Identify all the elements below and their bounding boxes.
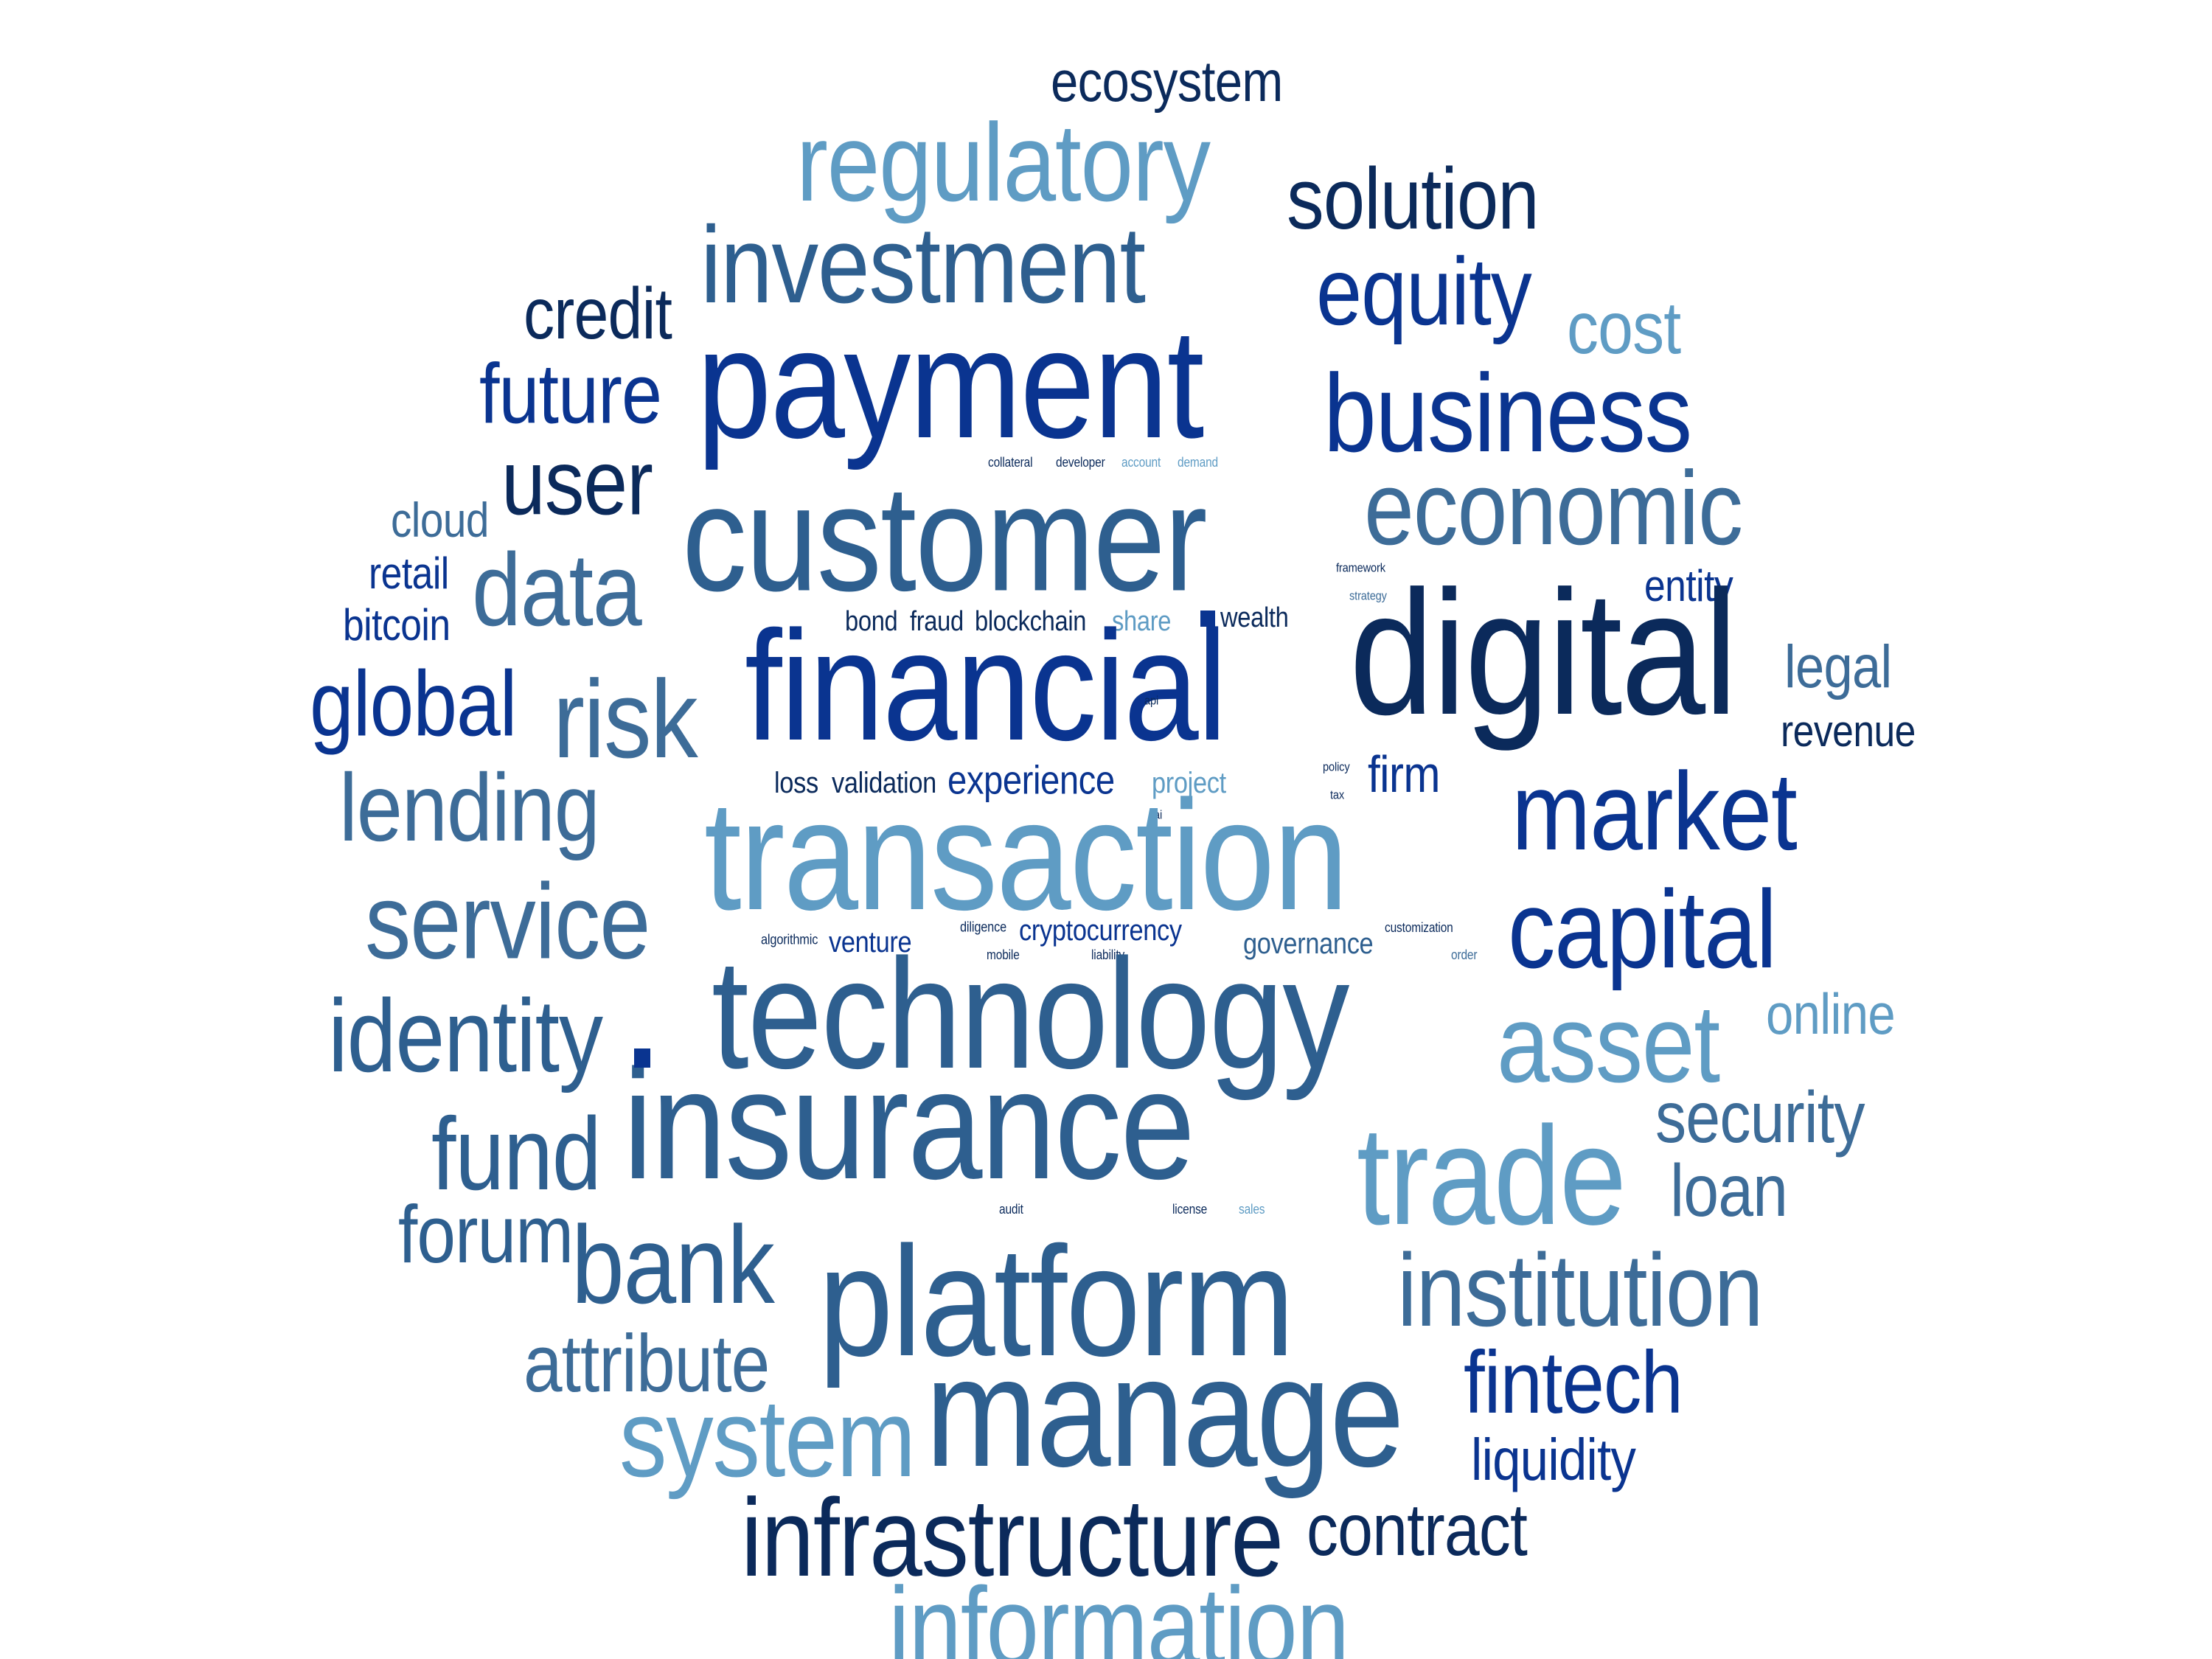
word-mobile: mobile — [987, 947, 1020, 962]
word-ai: ai — [1154, 807, 1163, 822]
word-firm: firm — [1368, 745, 1440, 803]
word-identity: identity — [328, 978, 603, 1093]
word-revenue: revenue — [1781, 706, 1916, 756]
word-business: business — [1324, 351, 1692, 475]
word-customization: customization — [1385, 920, 1453, 935]
word-license: license — [1172, 1202, 1208, 1217]
word-global: global — [310, 653, 518, 756]
word-infrastructure: infrastructure — [741, 1475, 1284, 1599]
decorative-square-2 — [634, 1048, 650, 1068]
word-capital: capital — [1508, 867, 1777, 991]
word-equity: equity — [1316, 237, 1532, 345]
word-credit: credit — [524, 273, 672, 354]
word-ecosystem: ecosystem — [1051, 49, 1283, 114]
word-experience: experience — [947, 757, 1115, 803]
word-regulatory: regulatory — [796, 100, 1211, 224]
word-sales: sales — [1239, 1202, 1265, 1217]
word-fraud: fraud — [910, 606, 964, 637]
word-future: future — [479, 347, 662, 442]
word-lending: lending — [339, 754, 600, 861]
word-audit: audit — [999, 1202, 1023, 1217]
word-legal: legal — [1784, 633, 1892, 700]
word-account: account — [1121, 455, 1161, 470]
word-platform: platform — [818, 1214, 1295, 1388]
word-validation: validation — [832, 767, 936, 799]
decorative-square-1 — [1200, 611, 1215, 627]
word-cloud: cloud — [391, 493, 489, 547]
word-investment: investment — [700, 204, 1146, 326]
word-venture: venture — [829, 926, 912, 959]
word-security: security — [1655, 1077, 1865, 1158]
word-api: api — [1144, 693, 1159, 708]
word-technology: technology — [712, 926, 1349, 1101]
word-service: service — [365, 861, 651, 981]
word-fund: fund — [431, 1096, 602, 1211]
word-information: information — [888, 1564, 1349, 1659]
word-forum: forum — [398, 1189, 574, 1280]
word-institution: institution — [1397, 1232, 1764, 1348]
word-policy: policy — [1323, 759, 1350, 774]
word-demand: demand — [1178, 455, 1219, 470]
word-manage: manage — [925, 1324, 1405, 1499]
word-system: system — [619, 1376, 916, 1500]
word-retail: retail — [369, 549, 449, 598]
word-bitcoin: bitcoin — [343, 600, 451, 650]
word-strategy: strategy — [1349, 588, 1387, 603]
word-share: share — [1112, 606, 1172, 637]
word-governance: governance — [1243, 928, 1374, 960]
word-bond: bond — [845, 606, 898, 637]
word-market: market — [1512, 749, 1798, 873]
word-wealth: wealth — [1220, 602, 1289, 633]
word-order: order — [1451, 947, 1478, 962]
word-project: project — [1152, 767, 1226, 799]
word-cryptocurrency: cryptocurrency — [1019, 914, 1182, 947]
word-user: user — [501, 431, 653, 535]
word-online: online — [1766, 981, 1896, 1046]
word-economic: economic — [1364, 450, 1743, 567]
word-insurance: insurance — [623, 1037, 1195, 1211]
word-framework: framework — [1336, 560, 1385, 575]
word-loss: loss — [774, 767, 818, 799]
word-customer: customer — [682, 453, 1208, 623]
word-trade: trade — [1357, 1098, 1627, 1254]
word-entity: entity — [1644, 561, 1733, 611]
word-cost: cost — [1567, 287, 1681, 369]
word-payment: payment — [697, 296, 1204, 470]
word-attribute: attribute — [524, 1318, 770, 1409]
word-risk: risk — [553, 657, 698, 781]
word-developer: developer — [1056, 455, 1105, 470]
word-data: data — [472, 532, 642, 647]
word-contract: contract — [1307, 1489, 1528, 1571]
word-fintech: fintech — [1464, 1333, 1683, 1432]
word-tax: tax — [1330, 787, 1345, 802]
word-collateral: collateral — [988, 455, 1033, 470]
word-digital: digital — [1349, 554, 1738, 751]
word-solution: solution — [1287, 150, 1540, 248]
word-blockchain: blockchain — [975, 606, 1087, 637]
word-loan: loan — [1670, 1150, 1788, 1232]
word-asset: asset — [1497, 981, 1720, 1105]
word-algorithmic: algorithmic — [761, 932, 818, 948]
word-transaction: transaction — [704, 768, 1349, 942]
word-bank: bank — [571, 1203, 775, 1326]
word-liability: liability — [1091, 947, 1125, 962]
word-financial: financial — [745, 598, 1227, 773]
word-diligence: diligence — [960, 919, 1007, 936]
word-liquidity: liquidity — [1471, 1427, 1636, 1492]
